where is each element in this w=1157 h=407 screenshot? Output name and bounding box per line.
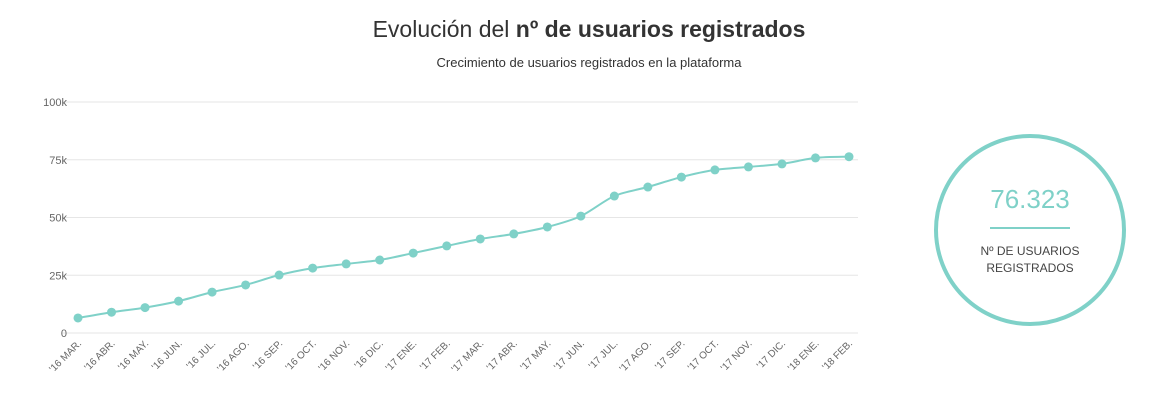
x-tick-label: '17 SEP. xyxy=(653,338,687,372)
x-tick-label: '18 FEB. xyxy=(820,338,855,373)
kpi-circle: 76.323 Nº DE USUARIOS REGISTRADOS xyxy=(934,134,1126,326)
kpi-value: 76.323 xyxy=(990,184,1070,214)
data-point xyxy=(341,259,351,269)
data-point xyxy=(777,159,787,169)
x-tick-label: '18 ENE. xyxy=(786,338,821,373)
x-tick-label: '16 JUN. xyxy=(150,338,185,373)
data-point xyxy=(844,152,854,162)
kpi-divider xyxy=(990,227,1070,229)
title-bold: nº de usuarios registrados xyxy=(515,16,806,42)
x-tick-label: '17 AGO. xyxy=(618,338,654,374)
data-point xyxy=(542,222,552,232)
x-tick-label: '16 MAY. xyxy=(116,338,151,373)
y-tick-label: 50k xyxy=(49,213,67,225)
x-tick-label: '16 MAR. xyxy=(47,338,84,375)
x-tick-label: '16 OCT. xyxy=(284,338,319,373)
y-tick-label: 25k xyxy=(49,270,67,282)
x-tick-label: '16 NOV. xyxy=(317,338,353,374)
data-point xyxy=(73,313,83,323)
data-point xyxy=(743,162,753,172)
x-tick-label: '16 DIC. xyxy=(353,338,386,371)
data-point xyxy=(576,211,586,221)
x-tick-label: '17 ABR. xyxy=(485,338,520,373)
data-point xyxy=(810,153,820,163)
data-point xyxy=(107,307,117,317)
data-point xyxy=(174,296,184,306)
x-tick-label: '17 JUL. xyxy=(587,338,620,371)
x-tick-label: '16 AGO. xyxy=(215,338,251,374)
x-tick-label: '16 SEP. xyxy=(251,338,285,372)
data-point xyxy=(643,182,653,192)
x-tick-label: '17 DIC. xyxy=(755,338,788,371)
x-tick-label: '17 FEB. xyxy=(418,338,453,373)
data-point xyxy=(609,191,619,201)
series-line xyxy=(77,155,850,319)
x-tick-label: '17 NOV. xyxy=(719,338,755,374)
data-point xyxy=(442,241,452,251)
x-tick-label: '16 JUL. xyxy=(185,338,218,371)
kpi-label: Nº DE USUARIOS REGISTRADOS xyxy=(980,244,1080,275)
y-tick-label: 0 xyxy=(61,328,67,340)
data-point xyxy=(475,234,485,244)
data-point xyxy=(375,255,385,265)
data-point xyxy=(308,263,318,273)
x-tick-label: '17 ENE. xyxy=(384,338,419,373)
data-point xyxy=(408,248,418,258)
chart-title: Evolución del nº de usuarios registrados xyxy=(0,16,1157,43)
data-point xyxy=(274,270,284,280)
y-tick-label: 100k xyxy=(43,97,67,109)
x-tick-label: '17 JUN. xyxy=(552,338,587,373)
data-point xyxy=(676,172,686,182)
x-tick-label: '17 MAY. xyxy=(519,338,554,373)
data-point xyxy=(509,229,519,239)
data-point xyxy=(241,280,251,290)
x-tick-label: '16 ABR. xyxy=(83,338,118,373)
x-tick-label: '17 OCT. xyxy=(686,338,721,373)
data-point xyxy=(140,303,150,313)
data-point xyxy=(710,165,720,175)
data-point xyxy=(207,287,217,297)
chart-subtitle: Crecimiento de usuarios registrados en l… xyxy=(436,55,742,70)
x-tick-label: '17 MAR. xyxy=(450,338,487,375)
y-tick-label: 75k xyxy=(49,155,67,167)
title-normal: Evolución del xyxy=(372,16,516,42)
